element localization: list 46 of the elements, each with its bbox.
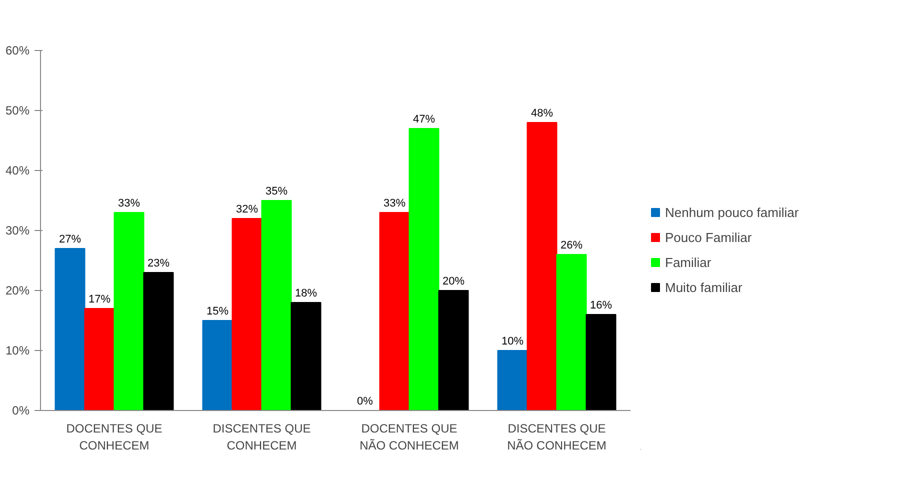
bar xyxy=(143,272,174,410)
data-label: 27% xyxy=(58,234,82,246)
data-label: 32% xyxy=(236,204,258,216)
legend-label: Familiar xyxy=(665,254,712,270)
legend-label: Nenhum pouco familiar xyxy=(665,204,799,220)
data-label: 18% xyxy=(294,288,318,300)
data-label: 20% xyxy=(442,276,465,288)
bar xyxy=(408,128,440,410)
bar xyxy=(526,122,558,410)
data-label: 0% xyxy=(357,396,374,408)
data-label: 33% xyxy=(383,198,406,210)
bar xyxy=(202,320,233,410)
y-tick-label: 20% xyxy=(5,284,30,298)
data-label: 15% xyxy=(206,306,229,318)
bar xyxy=(379,212,410,410)
data-label: 48% xyxy=(530,108,554,120)
bar xyxy=(497,350,528,410)
y-tick-label: 10% xyxy=(5,344,30,358)
data-label: 17% xyxy=(88,294,111,306)
bar xyxy=(114,212,144,410)
data-label: 26% xyxy=(560,240,583,252)
y-tick-label: 60% xyxy=(5,44,30,58)
x-tick-label: DOCENTES QUE CONHECEM xyxy=(66,422,162,452)
legend-label: Pouco Familiar xyxy=(665,230,752,244)
y-tick-label: 0% xyxy=(12,404,30,418)
y-tick-label: 40% xyxy=(5,164,30,178)
bar xyxy=(556,254,587,410)
data-label: 35% xyxy=(265,186,288,198)
data-label: 47% xyxy=(412,114,436,126)
legend-label: Muito familiar xyxy=(665,280,742,294)
bar xyxy=(438,290,469,410)
bar xyxy=(232,218,262,410)
data-label: 33% xyxy=(118,198,140,210)
x-tick-label: DISCENTES QUE CONHECEM xyxy=(212,422,311,452)
bar xyxy=(290,302,322,410)
data-label: 16% xyxy=(590,300,612,312)
y-tick-label: 30% xyxy=(5,224,30,238)
bar xyxy=(586,314,616,410)
bar xyxy=(84,308,115,410)
bar xyxy=(54,248,86,410)
x-tick-label: DOCENTES QUE NÃO CONHECEM xyxy=(360,422,459,452)
x-tick-label: DISCENTES QUE NÃO CONHECEM xyxy=(507,422,606,452)
bar xyxy=(261,200,292,410)
data-label: 23% xyxy=(147,258,170,270)
data-label: 10% xyxy=(501,336,524,348)
y-tick-label: 50% xyxy=(5,104,30,118)
